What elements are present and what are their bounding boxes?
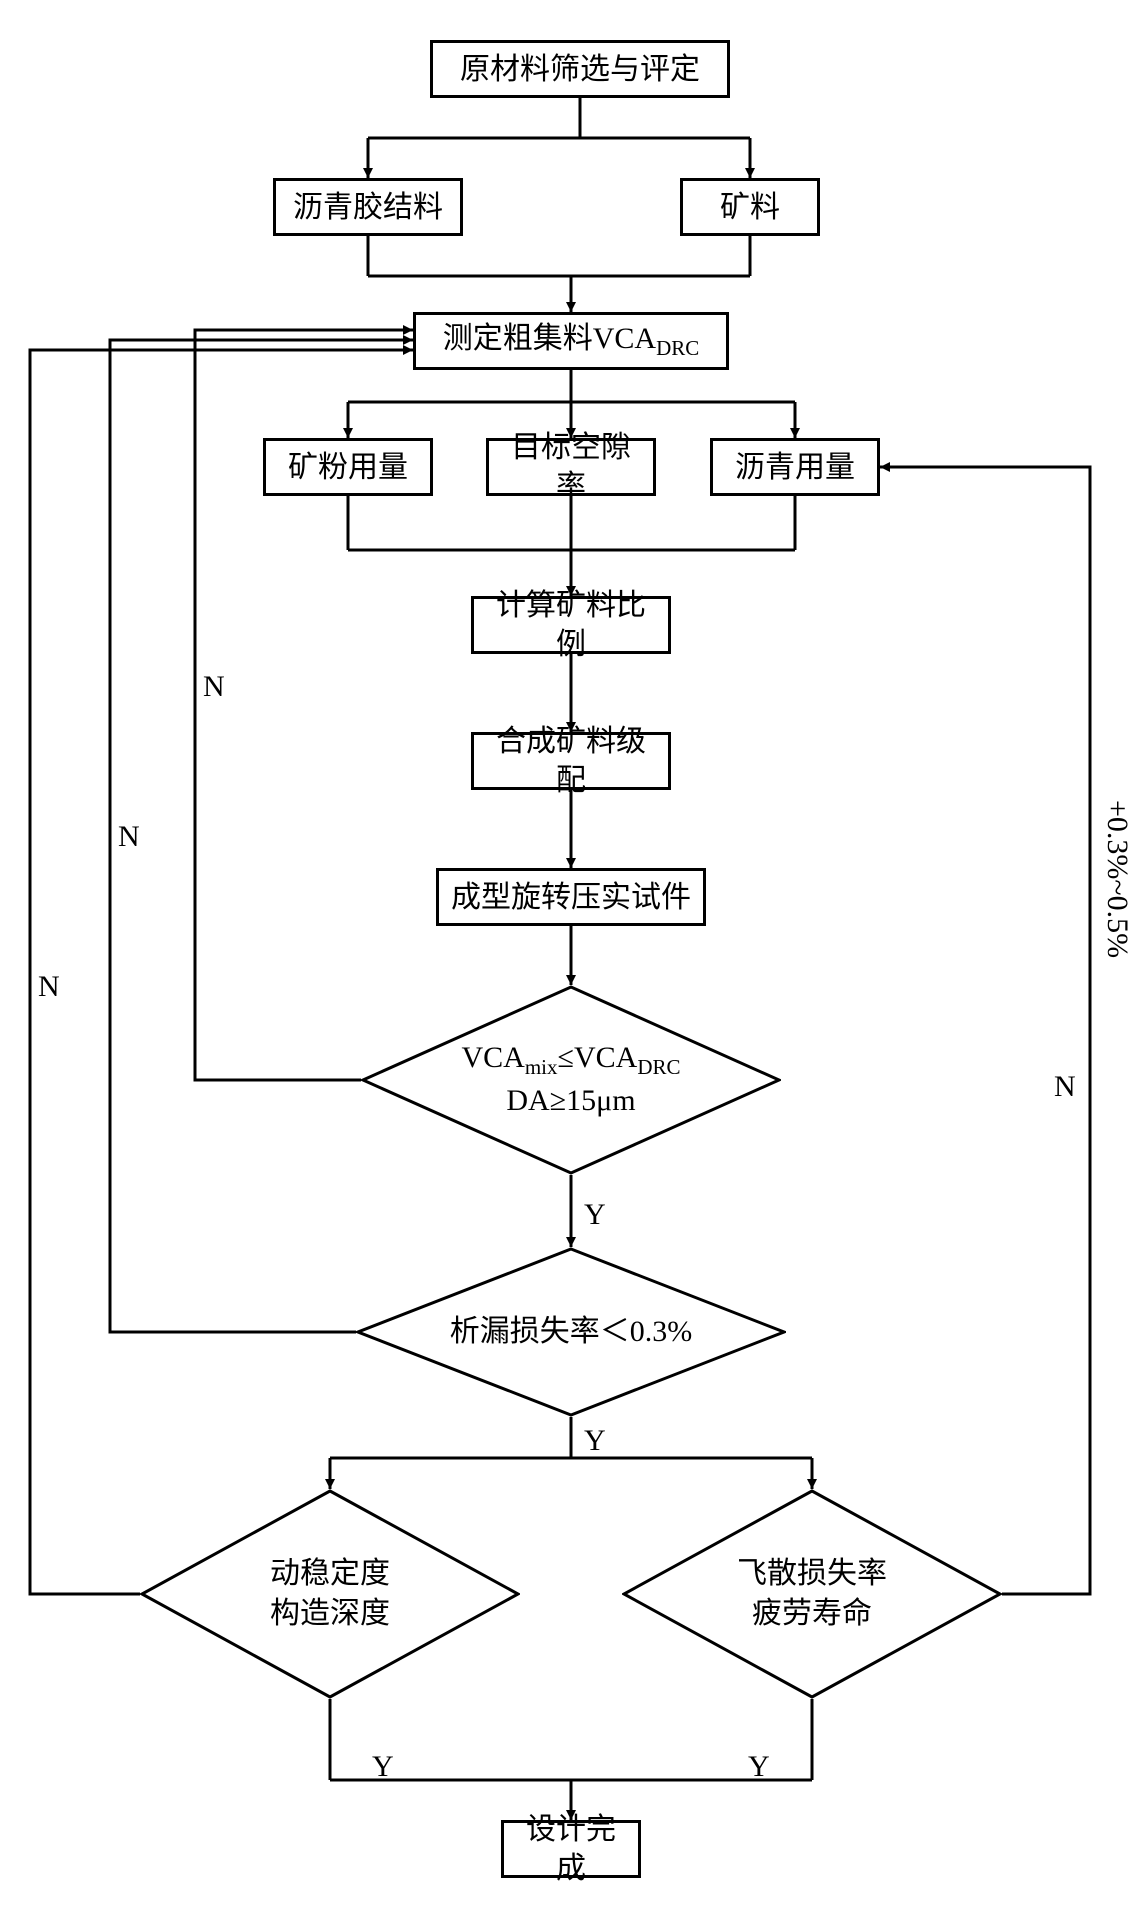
- text: 矿粉用量: [288, 448, 408, 487]
- box-filler-amount: 矿粉用量: [263, 438, 433, 496]
- text: 成型旋转压实试件: [451, 878, 691, 917]
- text: 目标空隙率: [497, 428, 645, 506]
- box-asphalt-binder: 沥青胶结料: [273, 178, 463, 236]
- diamond-vca-check: VCAmix≤VCADRCDA≥15μm: [361, 985, 781, 1175]
- box-calc-ratio: 计算矿料比例: [471, 596, 671, 654]
- label-n: N: [118, 820, 140, 854]
- label-y: Y: [748, 1750, 770, 1784]
- diamond-drain-loss: 析漏损失率＜0.3%: [356, 1247, 786, 1417]
- text: 沥青用量: [735, 448, 855, 487]
- flowchart-canvas: 原材料筛选与评定 沥青胶结料 矿料 测定粗集料VCADRC 矿粉用量 目标空隙率…: [0, 20, 1142, 1903]
- label-n: N: [38, 970, 60, 1004]
- diamond-stability-depth: 动稳定度构造深度: [140, 1489, 520, 1699]
- box-synth-grad: 合成矿料级配: [471, 732, 671, 790]
- text: 计算矿料比例: [482, 586, 660, 664]
- text: 合成矿料级配: [482, 722, 660, 800]
- box-aggregate: 矿料: [680, 178, 820, 236]
- box-target-void: 目标空隙率: [486, 438, 656, 496]
- diamond-cantabro-fatigue: 飞散损失率疲劳寿命: [622, 1489, 1002, 1699]
- label-side-note: +0.3%~0.5%: [1100, 800, 1134, 958]
- box-form-specimen: 成型旋转压实试件: [436, 868, 706, 926]
- box-vca-drc: 测定粗集料VCADRC: [413, 312, 729, 370]
- label-n: N: [1054, 1070, 1076, 1104]
- box-design-done: 设计完成: [501, 1820, 641, 1878]
- label-y: Y: [584, 1424, 606, 1458]
- text: 测定粗集料VCADRC: [443, 319, 700, 362]
- text: 矿料: [720, 188, 780, 227]
- label-y: Y: [372, 1750, 394, 1784]
- text: 设计完成: [512, 1810, 630, 1888]
- text: 沥青胶结料: [293, 188, 443, 227]
- box-raw-material: 原材料筛选与评定: [430, 40, 730, 98]
- label-n: N: [203, 670, 225, 704]
- text: 原材料筛选与评定: [460, 50, 700, 89]
- box-asphalt-amount: 沥青用量: [710, 438, 880, 496]
- label-y: Y: [584, 1198, 606, 1232]
